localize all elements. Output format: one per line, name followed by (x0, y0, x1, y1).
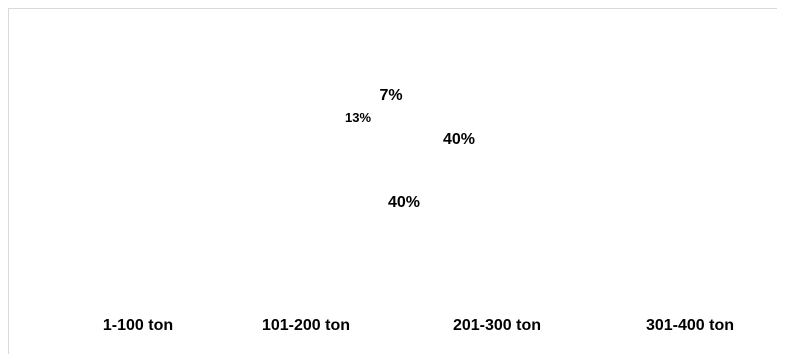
pie-slice-101-200-ton (312, 128, 460, 251)
legend-item-101-200-ton: 101-200 ton (262, 317, 350, 334)
legend-item-301-400-ton: 301-400 ton (646, 317, 734, 334)
chart-area (8, 8, 777, 354)
legend: 1-100 ton 101-200 ton 201-300 ton 301-40… (103, 317, 734, 334)
data-label-101-200-ton: 40% (388, 194, 420, 211)
legend-item-1-100-ton: 1-100 ton (103, 317, 173, 334)
legend-item-201-300-ton: 201-300 ton (453, 317, 541, 334)
pie-slices (312, 65, 498, 251)
pie-slice-1-100-ton (404, 65, 498, 234)
data-label-201-300-ton: 13% (345, 110, 371, 125)
pie-slice-301-400-ton (365, 65, 406, 159)
pie-slice-201-300-ton (316, 74, 406, 159)
data-label-301-400-ton: 7% (379, 87, 402, 104)
data-label-1-100-ton: 40% (443, 131, 475, 148)
